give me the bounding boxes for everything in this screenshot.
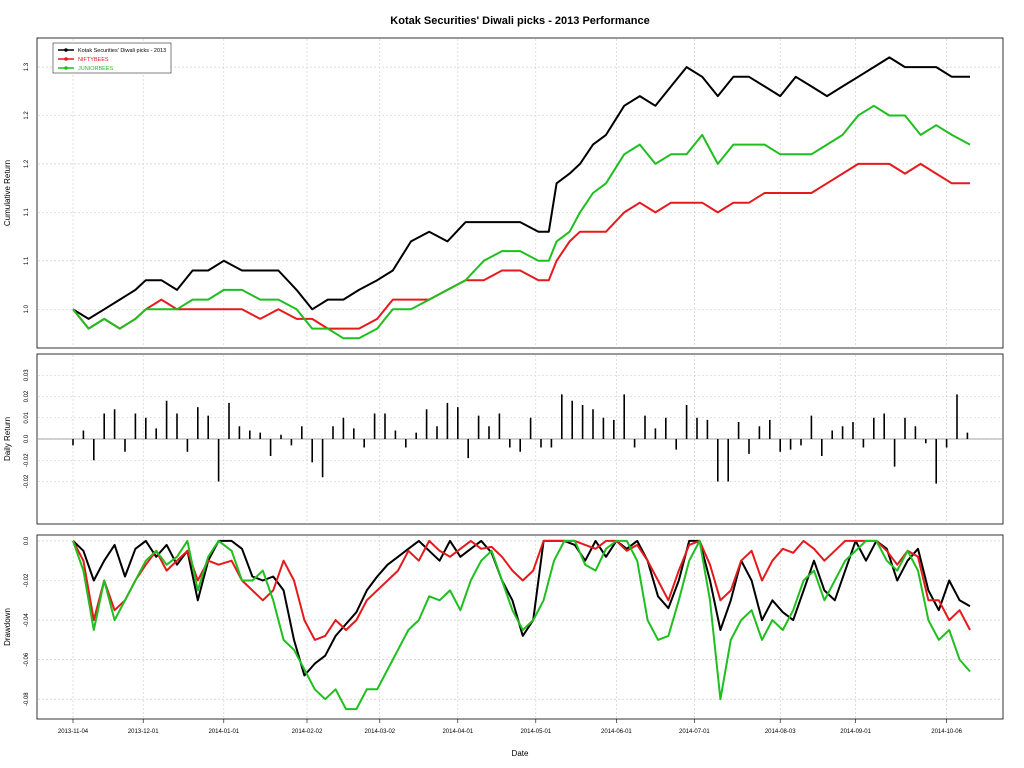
drawdown-series-line-0 <box>72 539 971 677</box>
cumulative-return-panel: 1.0 1.1 1.1 1.2 1.2 1.3 Cumulative Return Kot… <box>3 37 1004 349</box>
drawdown-series-line-1 <box>72 539 971 641</box>
drawdown-lines <box>72 539 971 711</box>
legend-marker-juniorbees <box>64 66 68 70</box>
drawdown-y-axis-label: Drawdown <box>3 608 12 646</box>
cumulative-return-y-tick-label-0: 1.0 <box>24 304 30 313</box>
cumulative-return-series-line-2 <box>72 104 971 340</box>
cumulative-return-y-tick-label-5: 1.3 <box>24 62 30 71</box>
legend-entry-juniorbees: JUNIORBEES <box>58 66 113 72</box>
x-tick-label-11: 2014-10-06 <box>931 729 962 735</box>
drawdown-panel: 0.0 -0.02 -0.04 -0.06 -0.08 Drawdown 2013-11… <box>3 534 1004 758</box>
daily-return-y-axis-label: Daily Return <box>3 417 12 461</box>
legend-marker-niftybees <box>64 57 68 61</box>
cumulative-return-lines <box>72 56 971 340</box>
x-tick-label-4: 2014-03-02 <box>364 729 395 735</box>
x-axis-label: Date <box>512 749 529 758</box>
drawdown-y-tick-label-3: -0.06 <box>24 652 30 666</box>
x-tick-label-7: 2014-06-01 <box>601 729 632 735</box>
x-tick-label-8: 2014-07-01 <box>679 729 710 735</box>
legend-entry-niftybees: NIFTYBEES <box>58 57 109 63</box>
cumulative-return-y-tick-label-2: 1.1 <box>24 208 30 217</box>
daily-return-y-tick-label-5: 0.03 <box>24 369 30 381</box>
legend-entry-portfolio: Kotak Securities' Diwali picks - 2013 <box>58 48 166 54</box>
x-tick-label-1: 2013-12-01 <box>128 729 159 735</box>
cumulative-return-series-line-0 <box>72 56 970 320</box>
drawdown-y-tick-label-0: 0.0 <box>24 536 30 545</box>
drawdown-y-tick-label-2: -0.04 <box>24 613 30 627</box>
daily-return-y-tick-label-3: 0.01 <box>24 411 30 423</box>
cumulative-return-y-axis-label: Cumulative Return <box>3 160 12 226</box>
cumulative-return-y-tick-label-1: 1.1 <box>24 256 30 265</box>
daily-return-panel: -0.02 -0.02 0.0 0.01 0.02 0.03 Daily Return <box>3 353 1004 525</box>
legend-label-juniorbees: JUNIORBEES <box>78 66 113 72</box>
daily-return-y-ticks: -0.02 -0.02 0.0 0.01 0.02 0.03 <box>24 369 30 489</box>
x-tick-label-3: 2014-02-02 <box>292 729 323 735</box>
cumulative-return-y-ticks: 1.0 1.1 1.1 1.2 1.2 1.3 <box>24 62 30 313</box>
x-tick-label-0: 2013-11-04 <box>58 729 89 735</box>
x-tick-label-6: 2014-05-01 <box>520 729 551 735</box>
daily-return-y-tick-label-2: 0.0 <box>24 434 30 443</box>
cumulative-return-y-tick-label-4: 1.2 <box>24 111 30 120</box>
drawdown-y-ticks: 0.0 -0.02 -0.04 -0.06 -0.08 <box>24 536 30 706</box>
drawdown-y-tick-label-4: -0.08 <box>24 692 30 706</box>
drawdown-x-ticks: 2013-11-04 2013-12-01 2014-01-01 2014-02-02… <box>58 719 963 735</box>
daily-return-y-tick-label-1: -0.02 <box>24 453 30 467</box>
legend-label-portfolio: Kotak Securities' Diwali picks - 2013 <box>78 48 166 54</box>
cumulative-return-y-tick-label-3: 1.2 <box>24 159 30 168</box>
chart-title: Kotak Securities' Diwali picks - 2013 Pe… <box>390 15 649 27</box>
drawdown-series-line-2 <box>72 539 971 711</box>
daily-return-bars <box>38 394 1002 484</box>
legend-marker-portfolio <box>64 48 68 52</box>
cumulative-return-frame <box>36 37 1004 349</box>
cumulative-return-series-line-1 <box>72 162 970 330</box>
daily-return-y-tick-label-4: 0.02 <box>24 390 30 402</box>
x-tick-label-9: 2014-08-03 <box>765 729 796 735</box>
daily-return-frame <box>36 353 1004 525</box>
drawdown-frame <box>36 534 1004 720</box>
x-tick-label-2: 2014-01-01 <box>208 729 239 735</box>
drawdown-y-tick-label-1: -0.02 <box>24 573 30 587</box>
x-tick-label-5: 2014-04-01 <box>442 729 473 735</box>
daily-return-y-tick-label-0: -0.02 <box>24 474 30 488</box>
x-tick-label-10: 2014-09-01 <box>840 729 871 735</box>
legend: Kotak Securities' Diwali picks - 2013 NI… <box>52 42 172 74</box>
legend-label-niftybees: NIFTYBEES <box>78 57 109 63</box>
